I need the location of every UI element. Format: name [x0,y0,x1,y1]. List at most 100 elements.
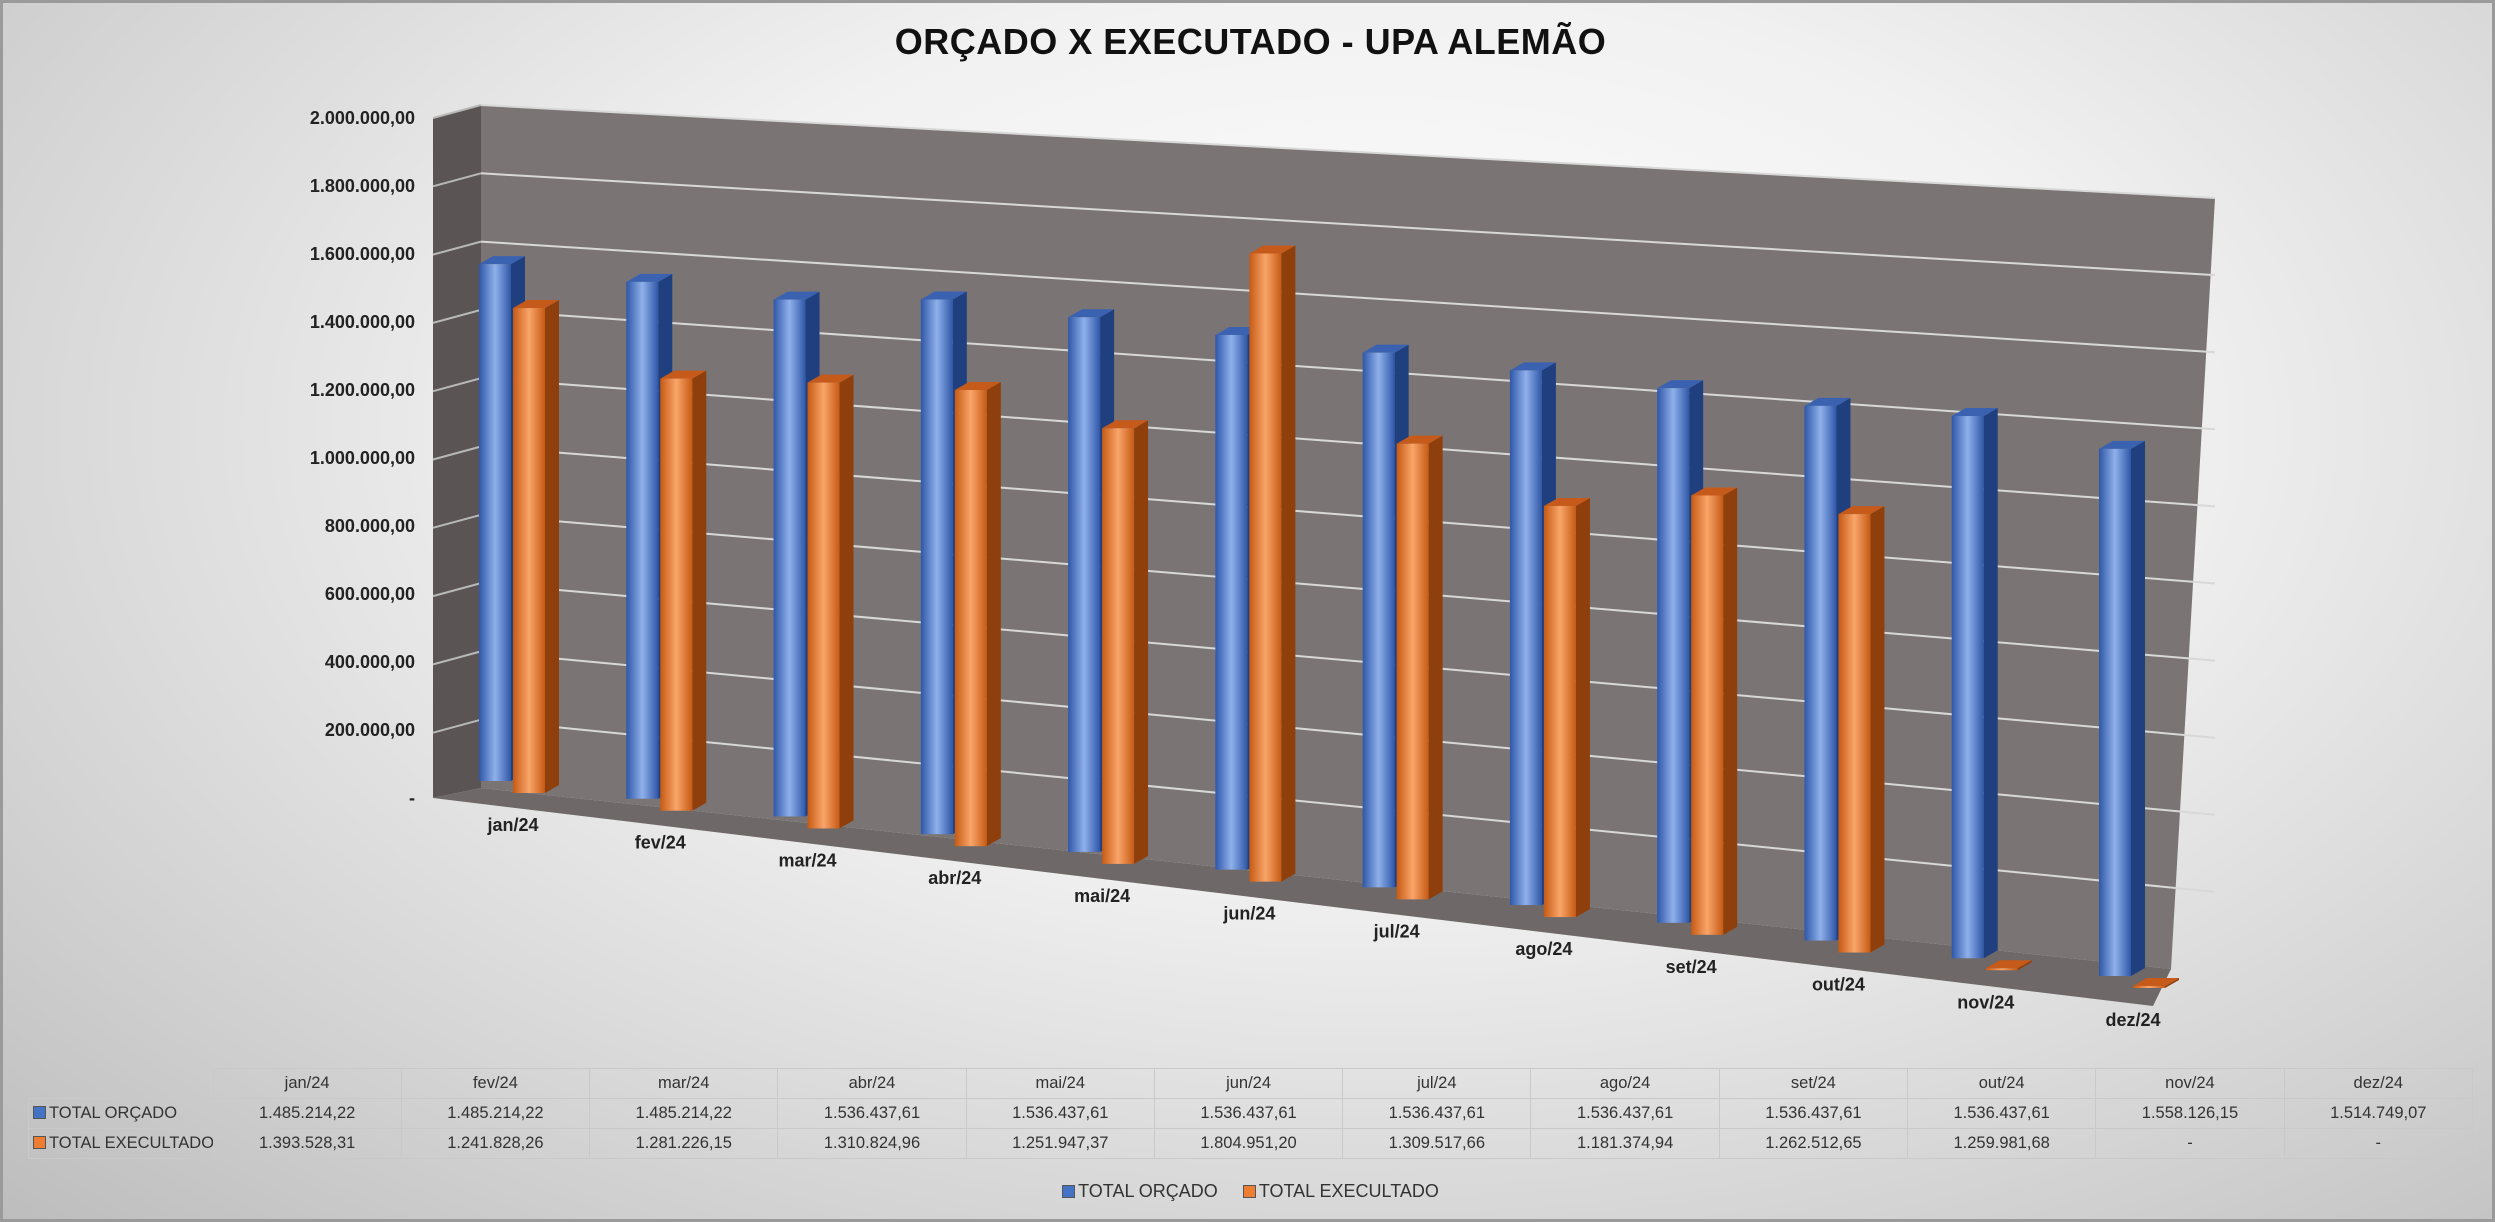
bar-side [1428,435,1443,900]
back-wall [481,105,2215,969]
table-cell: 1.804.951,20 [1153,1128,1344,1159]
table-cell: 1.251.947,37 [965,1128,1155,1159]
table-cell: 1.259.981,68 [1907,1128,2097,1159]
chart-plot: - 200.000,00 400.000,00 600.000,00 800.000,0… [310,104,2216,1030]
bar-front [807,382,840,829]
table-header-cell: ago/24 [1530,1068,1720,1099]
bar-front [479,264,511,781]
bar-front [954,390,987,847]
bar-front [2099,448,2131,976]
bar-side [2131,440,2145,976]
table-cell: 1.536.437,61 [1530,1098,1720,1129]
gridline [480,650,2216,816]
bar-top [920,291,967,300]
gridline [480,718,2216,893]
table-header-cell: dez/24 [2283,1068,2474,1099]
bar-top [1102,420,1149,429]
bar-front [2133,986,2165,988]
x-tick-label: jan/24 [486,815,538,835]
bar-side [1870,506,1885,953]
y-tick-label: 2.000.000,00 [310,108,415,128]
series-name: TOTAL EXECULTADO [49,1134,213,1152]
y-tick-label: 600.000,00 [325,584,415,604]
table-header-cell: abr/24 [777,1068,967,1099]
table-header-cell: jul/24 [1342,1068,1532,1099]
bar-side [1723,487,1738,935]
bar-top [1249,245,1296,254]
table-header-cell: nov/24 [2095,1068,2285,1099]
row-label-orcado: TOTAL ORÇADO [28,1098,214,1129]
legend: TOTAL ORÇADO TOTAL EXECULTADO [3,1181,2495,1202]
gridline [480,445,2216,585]
table-cell: - [2095,1128,2285,1159]
x-tick-label: fev/24 [635,833,686,853]
bar-top [1985,960,2032,969]
table-cell: 1.536.437,61 [1342,1098,1532,1129]
legend-swatch-icon [1242,1185,1256,1198]
legend-key-orange-icon [33,1136,46,1149]
gridline [480,377,2216,508]
bar-front [1951,416,1984,959]
bar-top [2133,978,2179,986]
y-tick-label: - [409,788,415,808]
bar-front [660,378,693,811]
bar-top [513,300,559,309]
bar-front [1657,388,1690,923]
bar-side [2165,978,2179,988]
bar-top [954,382,1001,391]
table-header-cell: jan/24 [212,1068,402,1099]
legend-swatch-icon [1062,1185,1076,1198]
gridline [480,582,2216,739]
bar-top [1362,344,1409,353]
y-tick-label: 1.800.000,00 [310,176,415,196]
bar-executado [1838,506,1885,953]
y-tick-label: 200.000,00 [325,720,415,740]
bar-front [1838,514,1871,953]
bar-top [1951,408,1998,417]
table-cell: 1.309.517,66 [1342,1128,1532,1159]
bar-top [1396,435,1443,444]
bar-front [1985,968,2018,971]
table-header-cell: set/24 [1718,1068,1909,1099]
gridline-side [432,104,482,119]
table-cell: 1.485.214,22 [212,1098,402,1129]
bar-top [1691,487,1738,496]
table-header-cell: fev/24 [400,1068,591,1099]
bar-top [773,291,820,300]
bar-executado [954,382,1001,847]
table-cell: 1.536.437,61 [965,1098,1155,1129]
bar-side [2017,960,2032,971]
x-tick-label: nov/24 [1957,992,2014,1012]
bar-front [1362,352,1395,888]
bar-side [1575,497,1590,918]
bar-front [1102,428,1135,864]
bar-front [1396,443,1429,900]
bar-orcado [2099,440,2145,976]
bar-side [1281,245,1296,882]
x-tick-label: mai/24 [1074,886,1130,906]
table-header-cell: jun/24 [1153,1068,1344,1099]
table-cell: 1.262.512,65 [1718,1128,1909,1159]
x-axis: jan/24 fev/24 mar/24 abr/24 mai/24 jun/24 jul/… [486,815,2160,1030]
x-tick-label: abr/24 [928,868,981,888]
bar-side [986,382,1001,847]
table-corner [29,1069,214,1099]
legend-key-blue-icon [33,1106,46,1119]
bar-executado [660,370,707,811]
table-cell: 1.310.824,96 [777,1128,967,1159]
bar-top [1838,506,1885,515]
bar-top [1509,362,1556,371]
data-table-row-orcado: TOTAL ORÇADO 1.485.214,22 1.485.214,22 1… [28,1098,2474,1129]
bar-front [1543,505,1576,918]
legend-label: TOTAL EXECULTADO [1258,1181,1439,1201]
bar-side [692,370,707,811]
bar-executado [1543,497,1590,918]
bar-front [1509,370,1542,906]
bar-executado [1396,435,1443,900]
table-cell: 1.536.437,61 [777,1098,967,1129]
gridline-side [432,445,482,461]
bar-top [479,256,525,265]
table-cell: 1.536.437,61 [1718,1098,1909,1129]
table-cell: - [2283,1128,2474,1159]
